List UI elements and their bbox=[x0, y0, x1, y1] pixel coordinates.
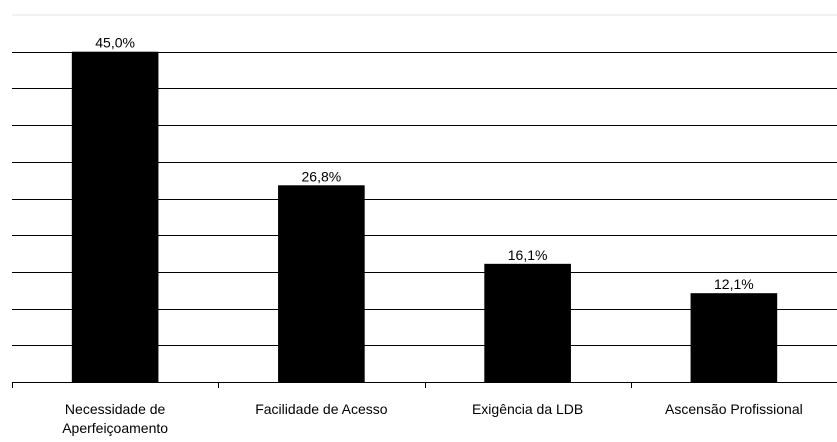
value-label: 45,0% bbox=[95, 35, 135, 51]
value-label: 16,1% bbox=[508, 247, 548, 263]
bar bbox=[71, 51, 159, 382]
x-tick-label: Necessidade de Aperfeiçoamento bbox=[62, 401, 169, 436]
bar bbox=[278, 185, 365, 382]
x-tick-label: Ascensão Profissional bbox=[665, 401, 803, 417]
x-tick-label: Exigência da LDB bbox=[471, 401, 584, 417]
bar bbox=[484, 263, 571, 382]
x-tick-label: Facilidade de Acesso bbox=[255, 401, 388, 417]
value-label: 12,1% bbox=[714, 276, 754, 292]
value-label: 26,8% bbox=[302, 168, 342, 184]
bar bbox=[690, 293, 778, 382]
